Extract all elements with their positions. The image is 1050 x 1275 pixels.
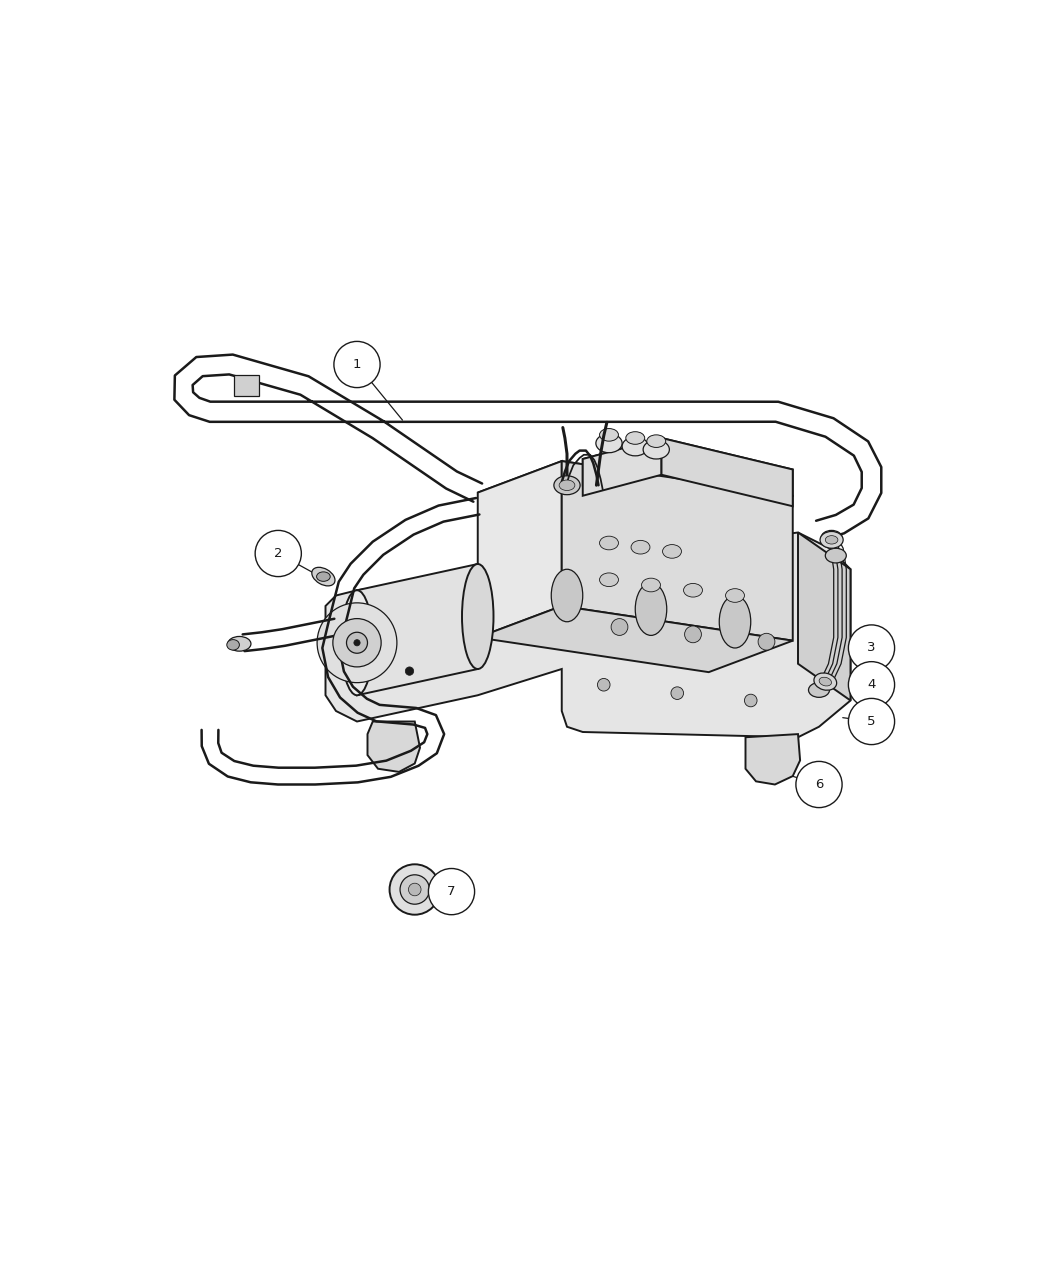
Ellipse shape [643,440,670,459]
Circle shape [597,678,610,691]
Ellipse shape [228,636,251,652]
Text: 6: 6 [815,778,823,790]
Circle shape [758,634,775,650]
Circle shape [848,625,895,671]
Circle shape [334,342,380,388]
Ellipse shape [663,544,681,558]
Polygon shape [326,533,850,737]
Circle shape [408,884,421,896]
Ellipse shape [596,434,622,453]
Polygon shape [662,439,793,506]
Polygon shape [478,462,793,528]
Text: 3: 3 [867,641,876,654]
Polygon shape [746,734,800,784]
Ellipse shape [462,564,493,669]
Text: 1: 1 [353,358,361,371]
Ellipse shape [642,578,660,592]
Circle shape [390,864,440,914]
Ellipse shape [647,435,666,448]
Polygon shape [478,606,793,672]
Ellipse shape [814,673,837,690]
Polygon shape [478,462,562,638]
Ellipse shape [820,532,843,548]
Polygon shape [583,439,793,496]
Ellipse shape [825,548,846,564]
Circle shape [685,626,701,643]
Circle shape [744,694,757,706]
Polygon shape [798,533,850,700]
Circle shape [354,640,360,646]
Ellipse shape [821,530,842,546]
Ellipse shape [635,583,667,635]
Polygon shape [562,462,793,640]
Circle shape [848,662,895,708]
Ellipse shape [551,569,583,622]
Ellipse shape [341,590,373,695]
Ellipse shape [600,537,618,550]
Ellipse shape [726,589,744,602]
Ellipse shape [554,476,580,495]
Circle shape [405,667,414,676]
Text: 5: 5 [867,715,876,728]
Polygon shape [368,722,420,771]
Circle shape [346,632,367,653]
Text: 4: 4 [867,678,876,691]
Circle shape [333,618,381,667]
Text: 2: 2 [274,547,282,560]
Ellipse shape [626,432,645,444]
FancyBboxPatch shape [234,375,259,397]
Circle shape [671,687,684,700]
Ellipse shape [317,572,330,581]
Circle shape [428,868,475,914]
Ellipse shape [808,682,830,697]
Circle shape [848,699,895,745]
Ellipse shape [631,541,650,555]
Ellipse shape [559,479,575,491]
Ellipse shape [684,584,702,597]
Circle shape [611,618,628,635]
Ellipse shape [600,428,618,441]
Ellipse shape [312,567,335,586]
Text: 7: 7 [447,885,456,898]
Polygon shape [357,564,478,695]
Ellipse shape [600,572,618,586]
Ellipse shape [227,640,239,650]
Ellipse shape [825,536,838,544]
Ellipse shape [719,595,751,648]
Circle shape [317,603,397,682]
Ellipse shape [819,677,832,686]
Circle shape [796,761,842,807]
Circle shape [400,875,429,904]
Ellipse shape [622,437,649,456]
Circle shape [255,530,301,576]
Polygon shape [583,439,662,496]
